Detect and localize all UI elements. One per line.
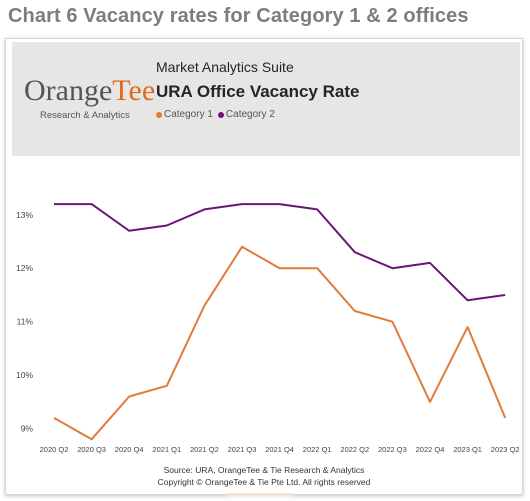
logo-subtitle: Research & Analytics: [40, 110, 130, 121]
data-point-category-1: [52, 415, 57, 420]
data-point-category-2: [503, 292, 508, 297]
logo-part-orange: Orange: [24, 74, 113, 107]
data-point-category-2: [352, 250, 357, 255]
legend-item-category-1: Category 1: [156, 109, 213, 120]
data-point-category-1: [240, 244, 245, 249]
chart-title: URA Office Vacancy Rate: [156, 82, 360, 101]
data-point-category-2: [52, 202, 57, 207]
legend-label-category-2: Category 2: [225, 109, 275, 120]
data-point-category-2: [164, 223, 169, 228]
data-point-category-1: [428, 399, 433, 404]
chart-footer: Source: URA, OrangeTee & Tie Research & …: [6, 464, 522, 488]
x-tick-label: 2022 Q4: [416, 445, 445, 454]
x-tick-label: 2021 Q2: [190, 445, 219, 454]
data-point-category-1: [390, 319, 395, 324]
x-tick-label: 2021 Q4: [265, 445, 294, 454]
orangetee-logo: OrangeTee: [24, 76, 155, 106]
data-point-category-1: [202, 303, 207, 308]
vacancy-line-chart: 9% 10% 11% 12% 13% 2020 Q2 2020 Q3 2020 Q4 2021 …: [16, 202, 520, 454]
x-tick-label: 2023 Q1: [453, 445, 482, 454]
x-tick-label: 2020 Q3: [77, 445, 106, 454]
data-point-category-2: [465, 298, 470, 303]
x-tick-label: 2023 Q2: [491, 445, 520, 454]
data-point-category-2: [89, 202, 94, 207]
x-tick-label: 2020 Q4: [115, 445, 144, 454]
page-edge-shadow: [226, 493, 294, 499]
data-point-category-2: [390, 266, 395, 271]
report-header: OrangeTee Research & Analytics Market An…: [12, 42, 520, 156]
series-line-category-1: [53, 245, 507, 441]
data-point-category-2: [428, 260, 433, 265]
data-point-category-1: [503, 415, 508, 420]
data-point-category-2: [315, 207, 320, 212]
y-tick-label: 13%: [16, 210, 33, 220]
chart-legend: Category 1 Category 2: [156, 109, 280, 120]
data-point-category-2: [277, 202, 282, 207]
x-tick-label: 2021 Q1: [152, 445, 181, 454]
y-tick-label: 10%: [16, 370, 33, 380]
page-heading: Chart 6 Vacancy rates for Category 1 & 2…: [8, 5, 469, 27]
chart-card: OrangeTee Research & Analytics Market An…: [5, 38, 523, 495]
data-point-category-1: [89, 437, 94, 442]
data-point-category-1: [352, 309, 357, 314]
y-tick-label: 11%: [17, 317, 34, 327]
data-point-category-1: [127, 394, 132, 399]
data-point-category-1: [315, 266, 320, 271]
data-point-category-2: [240, 202, 245, 207]
legend-dot-category-2: [217, 111, 224, 118]
x-tick-label: 2020 Q2: [40, 445, 69, 454]
data-point-category-2: [202, 207, 207, 212]
data-point-category-2: [127, 228, 132, 233]
logo-part-tee: Tee: [112, 74, 156, 107]
data-point-category-1: [465, 325, 470, 330]
x-tick-label: 2021 Q3: [228, 445, 257, 454]
legend-item-category-2: Category 2: [217, 109, 275, 120]
suite-name: Market Analytics Suite: [156, 59, 294, 75]
source-note: Source: URA, OrangeTee & Tie Research & …: [163, 465, 365, 475]
y-tick-label: 12%: [16, 263, 33, 273]
x-tick-label: 2022 Q1: [303, 445, 332, 454]
series-line-category-2: [54, 203, 506, 302]
x-tick-label: 2022 Q3: [378, 445, 407, 454]
y-tick-label: 9%: [21, 424, 34, 434]
data-point-category-1: [164, 383, 169, 388]
legend-label-category-1: Category 1: [164, 109, 213, 120]
x-tick-label: 2022 Q2: [340, 445, 369, 454]
data-point-category-1: [277, 266, 282, 271]
copyright-note: Copyright © OrangeTee & Tie Pte Ltd. All…: [157, 477, 371, 487]
legend-dot-category-1: [156, 111, 162, 118]
